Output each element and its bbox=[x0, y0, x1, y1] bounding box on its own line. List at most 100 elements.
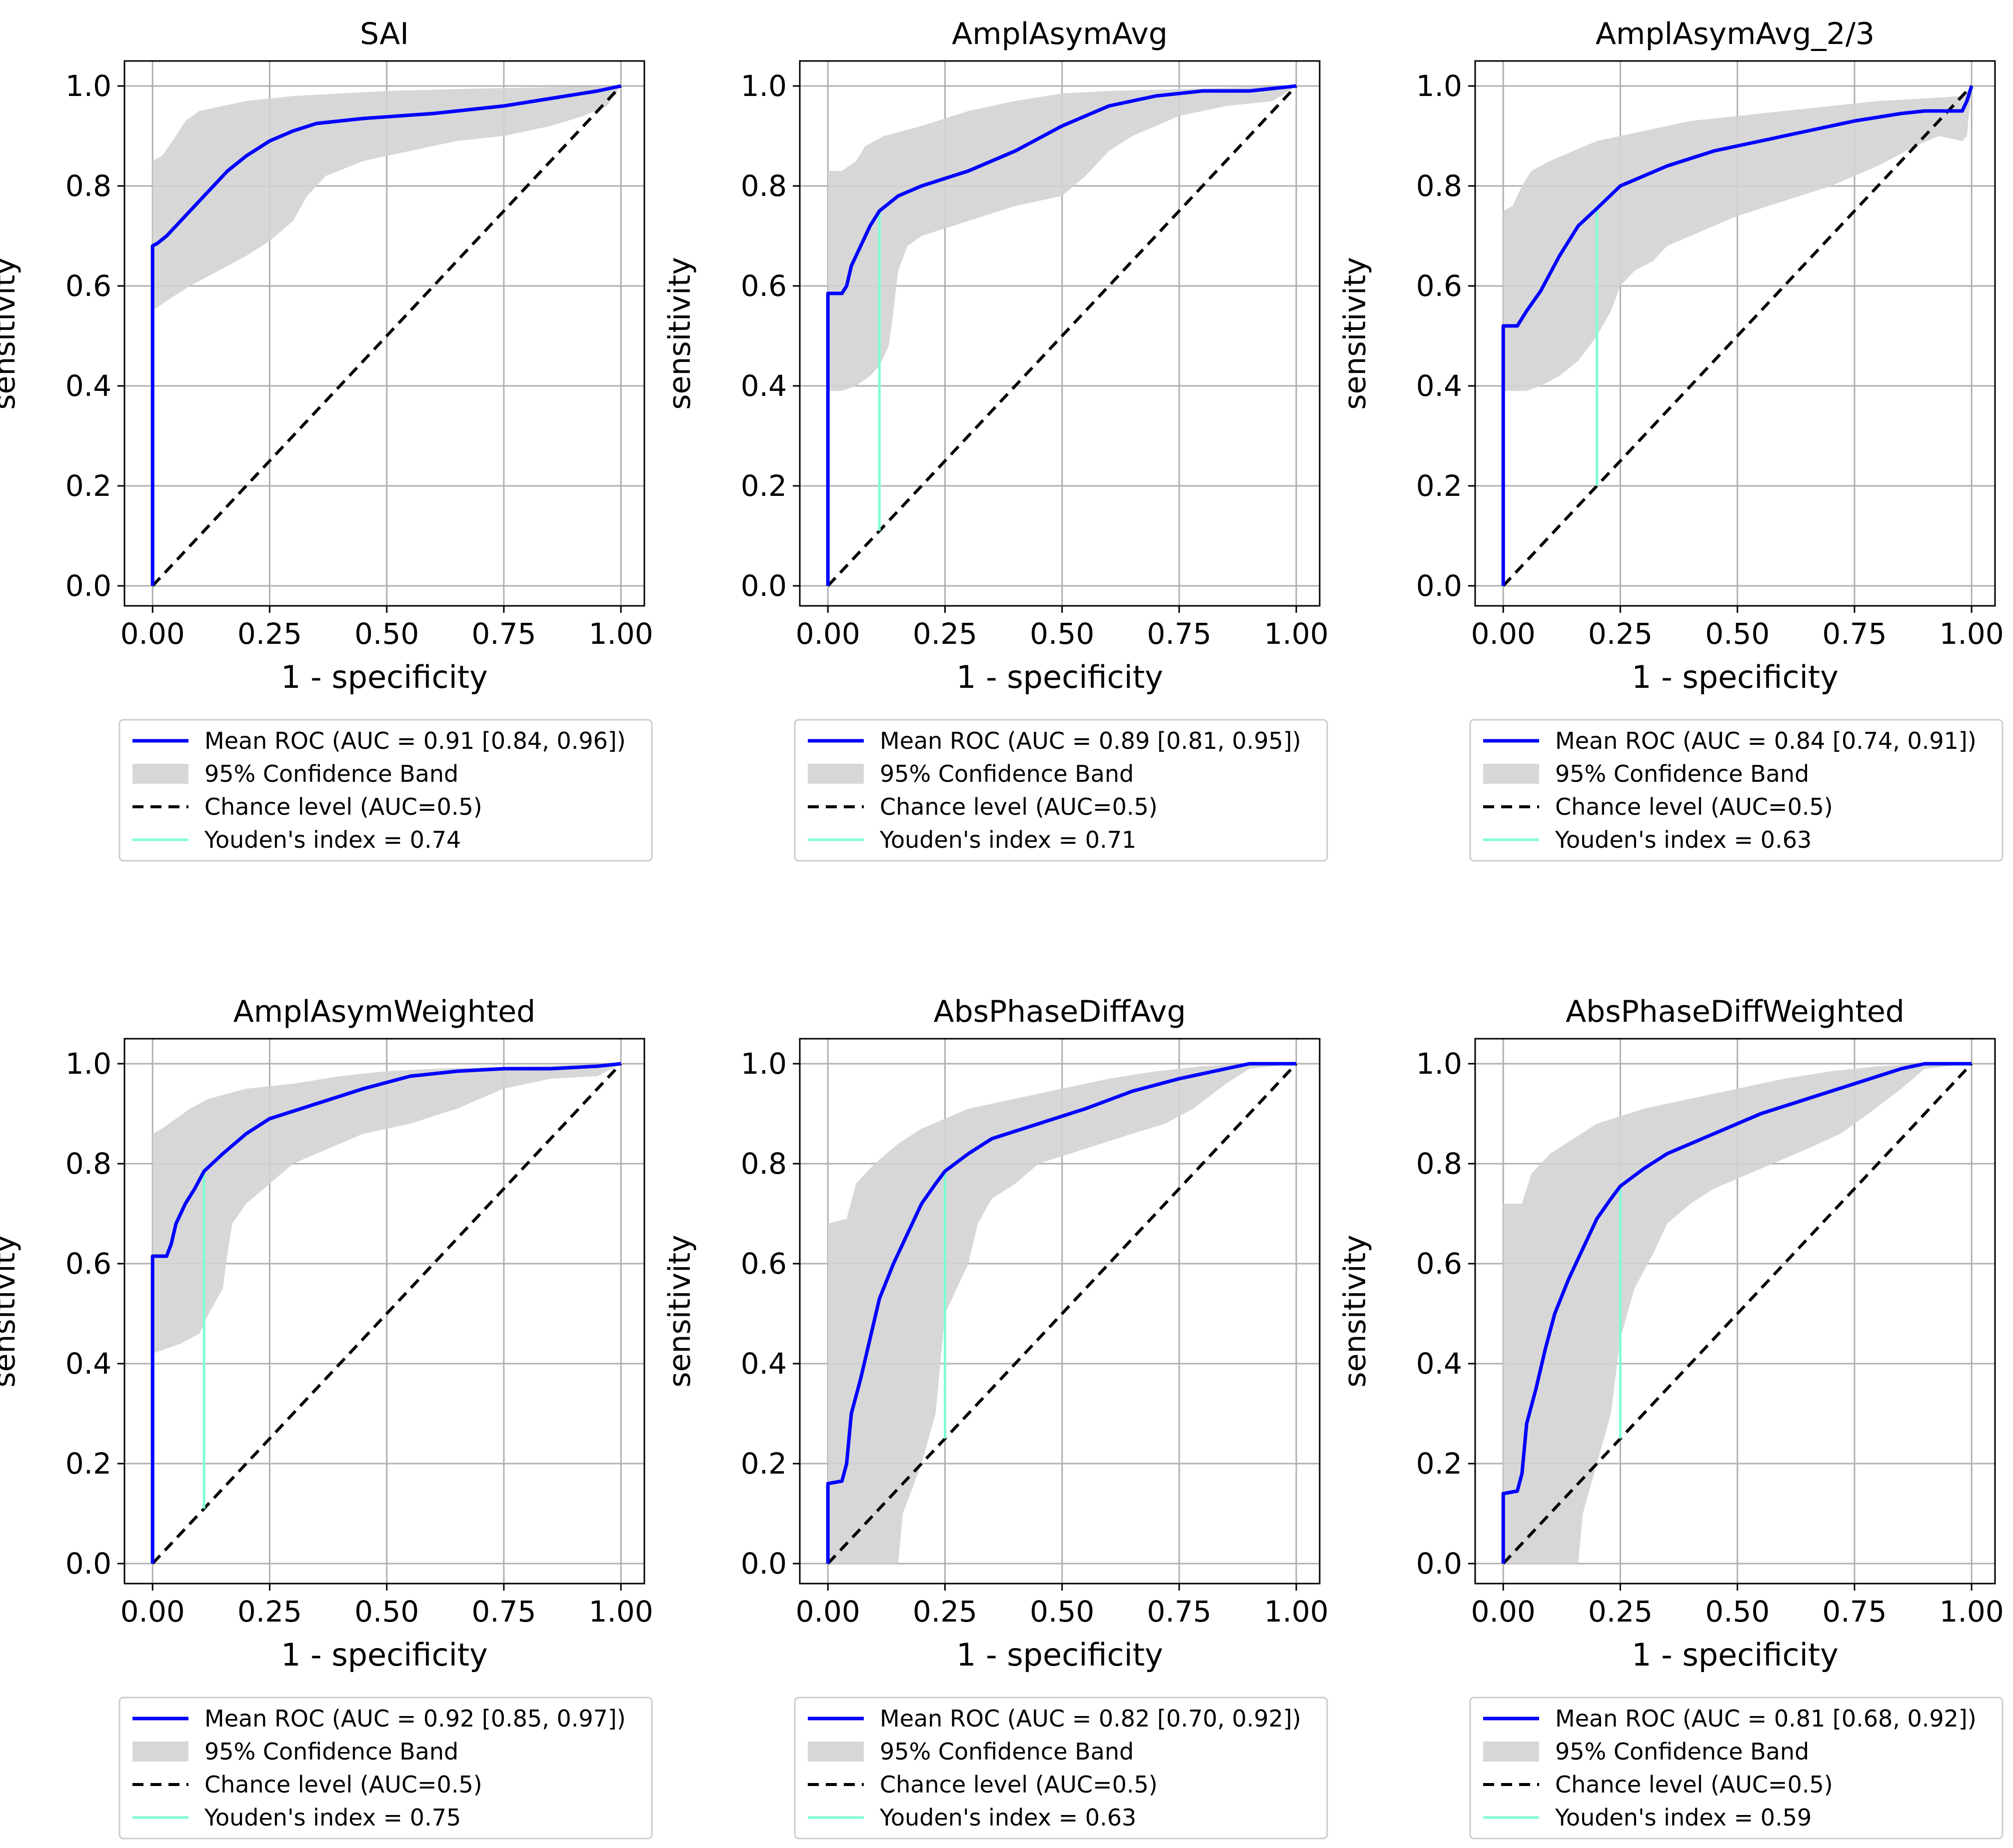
roc-panel: 0.00 0.25 0.50 0.75 1.00 0.0 0.2 0.4 0.6 0.8 1.0 Am… bbox=[1338, 16, 2004, 862]
chance-line bbox=[151, 1062, 622, 1565]
x-tick-label: 0.50 bbox=[354, 617, 419, 651]
legend-mean-roc: Mean ROC (AUC = 0.92 [0.85, 0.97]) bbox=[204, 1705, 626, 1732]
legend-youden-index: Youden's index = 0.63 bbox=[1555, 826, 1812, 853]
legend-band-swatch bbox=[132, 1742, 188, 1762]
roc-panel: 0.00 0.25 0.50 0.75 1.00 0.0 0.2 0.4 0.6 0.8 1.0 Ab… bbox=[1338, 994, 2004, 1840]
x-tick-label: 0.00 bbox=[120, 1595, 185, 1629]
y-tick-label: 0.6 bbox=[741, 269, 787, 303]
chart-title: AmplAsymWeighted bbox=[233, 994, 536, 1029]
legend-box bbox=[118, 719, 653, 862]
y-tick-label: 0.2 bbox=[65, 1447, 111, 1481]
y-tick-label: 0.6 bbox=[65, 1247, 111, 1281]
mean-roc-line bbox=[826, 84, 1297, 586]
legend-box bbox=[1469, 1697, 2004, 1840]
legend-chance-level: Chance level (AUC=0.5) bbox=[1555, 1771, 1833, 1798]
y-tick-label: 0.8 bbox=[65, 1147, 111, 1181]
legend-box bbox=[794, 719, 1328, 862]
y-tick-label: 1.0 bbox=[741, 1047, 787, 1081]
y-tick-label: 0.4 bbox=[1416, 1347, 1462, 1381]
legend-box bbox=[794, 1697, 1328, 1840]
legend-chance-level: Chance level (AUC=0.5) bbox=[880, 1771, 1158, 1798]
y-tick-label: 0.2 bbox=[65, 469, 111, 503]
y-tick-label: 0.0 bbox=[741, 569, 787, 603]
confidence-band bbox=[152, 1064, 621, 1354]
legend-box bbox=[118, 1697, 653, 1840]
x-tick-label: 0.25 bbox=[1588, 617, 1653, 651]
mean-roc-line bbox=[1501, 1062, 1972, 1564]
x-tick-label: 0.50 bbox=[1705, 1595, 1770, 1629]
legend-box bbox=[1469, 719, 2004, 862]
legend-confidence-band: 95% Confidence Band bbox=[1555, 760, 1809, 787]
y-tick-label: 0.2 bbox=[741, 469, 787, 503]
mean-roc-line bbox=[1501, 85, 1974, 586]
x-tick-label: 0.00 bbox=[120, 617, 185, 651]
legend-youden-index: Youden's index = 0.63 bbox=[879, 1804, 1136, 1831]
x-tick-label: 0.75 bbox=[1147, 617, 1211, 651]
legend-band-swatch bbox=[808, 1742, 864, 1762]
legend-confidence-band: 95% Confidence Band bbox=[204, 1738, 458, 1765]
x-tick-label: 0.00 bbox=[796, 1595, 860, 1629]
legend-youden-index: Youden's index = 0.75 bbox=[204, 1804, 461, 1831]
confidence-band bbox=[828, 86, 1297, 391]
legend: Mean ROC (AUC = 0.89 [0.81, 0.95]) 95% Co… bbox=[794, 719, 1328, 862]
chart-title: SAI bbox=[360, 16, 409, 51]
x-tick-label: 0.75 bbox=[1147, 1595, 1211, 1629]
x-tick-label: 0.50 bbox=[1030, 617, 1094, 651]
legend-confidence-band: 95% Confidence Band bbox=[880, 760, 1134, 787]
mean-roc-line bbox=[150, 84, 621, 586]
y-axis-label: sensitivity bbox=[0, 257, 22, 410]
y-tick-label: 0.4 bbox=[65, 369, 111, 403]
x-tick-label: 0.25 bbox=[237, 1595, 302, 1629]
x-tick-label: 1.00 bbox=[589, 617, 653, 651]
chart-title: AbsPhaseDiffWeighted bbox=[1566, 994, 1905, 1029]
confidence-band bbox=[1503, 86, 1972, 391]
x-tick-label: 0.25 bbox=[913, 1595, 977, 1629]
y-tick-label: 0.2 bbox=[1416, 1447, 1462, 1481]
roc-panel: 0.00 0.25 0.50 0.75 1.00 0.0 0.2 0.4 0.6 0.8 1.0 Am… bbox=[662, 16, 1329, 862]
chance-line bbox=[1502, 1062, 1973, 1565]
y-tick-label: 0.8 bbox=[1416, 1147, 1462, 1181]
y-tick-label: 0.0 bbox=[1416, 1547, 1462, 1581]
x-tick-label: 0.50 bbox=[354, 1595, 419, 1629]
x-tick-label: 0.75 bbox=[1822, 1595, 1887, 1629]
legend-mean-roc: Mean ROC (AUC = 0.91 [0.84, 0.96]) bbox=[204, 727, 626, 754]
legend-chance-level: Chance level (AUC=0.5) bbox=[1555, 793, 1833, 820]
legend-band-swatch bbox=[132, 764, 188, 784]
x-tick-label: 1.00 bbox=[1940, 1595, 2004, 1629]
axes-frame bbox=[123, 1038, 645, 1585]
x-axis-label: 1 - specificity bbox=[956, 1637, 1163, 1673]
y-tick-label: 0.4 bbox=[65, 1347, 111, 1381]
x-axis-label: 1 - specificity bbox=[956, 659, 1163, 695]
legend: Mean ROC (AUC = 0.82 [0.70, 0.92]) 95% Co… bbox=[794, 1697, 1328, 1840]
y-axis-label: sensitivity bbox=[1338, 1235, 1373, 1388]
chart-title: AmplAsymAvg bbox=[952, 16, 1168, 51]
chart-title: AmplAsymAvg_2/3 bbox=[1596, 16, 1875, 51]
legend-band-swatch bbox=[1483, 764, 1539, 784]
y-tick-label: 0.8 bbox=[741, 169, 787, 203]
y-tick-label: 0.4 bbox=[741, 1347, 787, 1381]
y-tick-label: 1.0 bbox=[65, 1047, 111, 1081]
y-axis-label: sensitivity bbox=[0, 1235, 22, 1388]
axes-frame bbox=[799, 60, 1321, 607]
roc-panel: 0.00 0.25 0.50 0.75 1.00 0.0 0.2 0.4 0.6 0.8 1.0 SA… bbox=[0, 16, 653, 862]
x-tick-label: 1.00 bbox=[1264, 617, 1329, 651]
y-tick-label: 0.6 bbox=[65, 269, 111, 303]
legend: Mean ROC (AUC = 0.92 [0.85, 0.97]) 95% Co… bbox=[118, 1697, 653, 1840]
legend-youden-index: Youden's index = 0.74 bbox=[204, 826, 461, 853]
y-tick-label: 1.0 bbox=[741, 69, 787, 103]
x-tick-label: 0.50 bbox=[1705, 617, 1770, 651]
legend-youden-index: Youden's index = 0.71 bbox=[879, 826, 1136, 853]
legend-mean-roc: Mean ROC (AUC = 0.84 [0.74, 0.91]) bbox=[1555, 727, 1977, 754]
x-axis-label: 1 - specificity bbox=[1632, 659, 1839, 695]
y-tick-label: 1.0 bbox=[1416, 1047, 1462, 1081]
x-axis-label: 1 - specificity bbox=[281, 1637, 488, 1673]
chance-line bbox=[1502, 84, 1973, 587]
x-tick-label: 0.00 bbox=[1471, 617, 1536, 651]
x-tick-label: 0.75 bbox=[1822, 617, 1887, 651]
axes-frame bbox=[1474, 60, 1996, 607]
y-tick-label: 1.0 bbox=[65, 69, 111, 103]
mean-roc-line bbox=[826, 1062, 1297, 1564]
legend-mean-roc: Mean ROC (AUC = 0.89 [0.81, 0.95]) bbox=[880, 727, 1301, 754]
legend-youden-index: Youden's index = 0.59 bbox=[1555, 1804, 1812, 1831]
